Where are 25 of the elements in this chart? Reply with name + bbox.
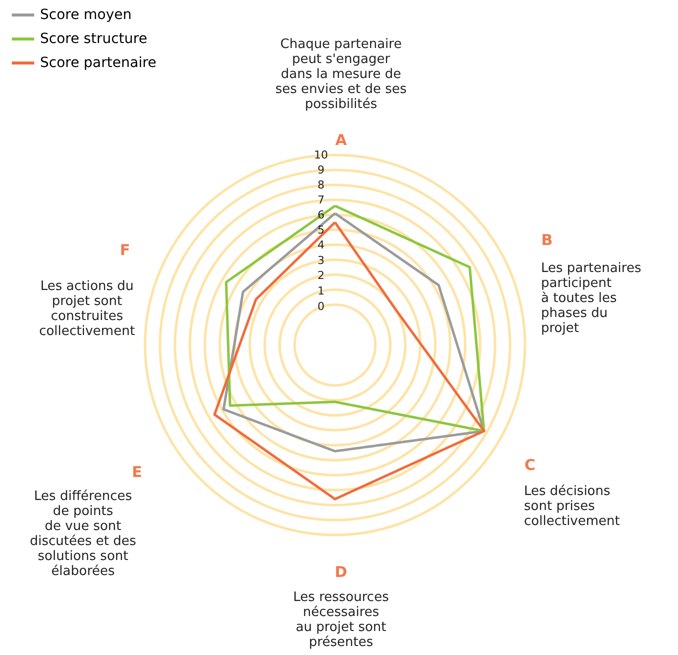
legend-label: Score structure (40, 31, 148, 47)
spoke-label: D (334, 563, 348, 581)
y-tick-label: 4 (318, 238, 324, 252)
y-tick-label: 9 (318, 164, 324, 177)
y-tick-label: 10 (314, 148, 328, 162)
text: Chaque partenaire peut s'engager dans la mesure de ses envies et de ses possibilités (275, 37, 407, 112)
spoke-label: F (120, 241, 130, 259)
y-tick-label: 3 (318, 254, 324, 267)
legend-label: Score partenaire (40, 55, 156, 71)
spoke-label: B (541, 231, 553, 249)
y-tick-label: 1 (318, 284, 324, 298)
text: Les partenaires participent à toutes les phases du projet (541, 261, 642, 336)
text: Les décisions sont prises collectivement (524, 484, 620, 529)
y-tick-label: 2 (318, 269, 324, 282)
text: Les actions du projet sont construites collectivement (39, 279, 135, 339)
y-tick-label: 8 (318, 178, 324, 192)
spoke-label: E (132, 463, 142, 481)
spoke-label: A (335, 131, 348, 149)
spoke-label: C (524, 456, 536, 474)
text: Les différences de points de vue sont discutées et des solutions sont élaborées (30, 489, 136, 579)
y-tick-label: 7 (318, 194, 324, 207)
y-tick-label: 0 (318, 300, 324, 314)
y-tick-label: 5 (318, 224, 324, 237)
text: Les ressources nécessaires au projet sont présentes (293, 590, 390, 650)
legend-label: Score moyen (40, 7, 132, 23)
